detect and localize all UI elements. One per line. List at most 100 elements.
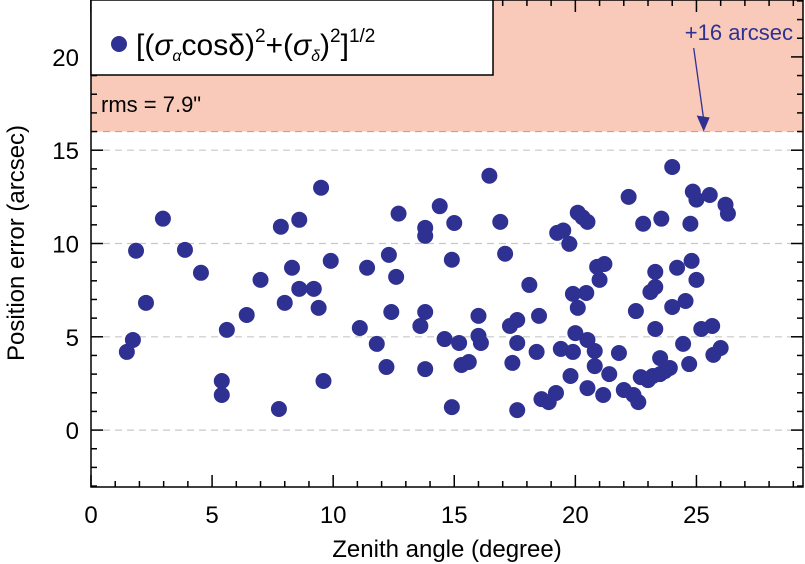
data-point [610, 345, 627, 362]
data-point [417, 227, 434, 244]
data-point [470, 307, 487, 324]
data-point [509, 334, 526, 351]
data-point [682, 215, 699, 232]
data-point [578, 284, 595, 301]
data-point [596, 256, 613, 273]
y-tick-label: 20 [52, 45, 79, 72]
data-point [176, 241, 193, 258]
data-point [315, 373, 332, 390]
data-point [712, 339, 729, 356]
data-point [531, 307, 548, 324]
data-point [601, 366, 618, 383]
y-tick-label: 5 [66, 325, 79, 352]
data-point [412, 317, 429, 334]
data-point [351, 320, 368, 337]
data-point [436, 331, 453, 348]
legend: [(σαcosδ)2+(σδ)2]1/2 [90, 0, 494, 76]
data-point [443, 251, 460, 268]
data-point [481, 167, 498, 184]
x-tick-label: 10 [320, 502, 347, 529]
data-point [688, 271, 705, 288]
data-point [417, 303, 434, 320]
data-point [664, 298, 681, 315]
data-point [677, 292, 694, 309]
data-point [552, 340, 569, 357]
x-tick-label: 20 [562, 502, 589, 529]
data-point [564, 343, 581, 360]
data-point [460, 353, 477, 370]
data-point [719, 205, 736, 222]
data-point [555, 222, 572, 239]
y-tick-label: 0 [66, 418, 79, 445]
data-point [647, 278, 664, 295]
threshold-arrow [693, 47, 705, 120]
data-point [509, 312, 526, 329]
data-point [446, 214, 463, 231]
x-tick-label: 0 [84, 502, 97, 529]
data-point [579, 380, 596, 397]
data-point [284, 259, 301, 276]
data-point [383, 303, 400, 320]
data-point [272, 218, 289, 235]
data-point [701, 186, 718, 203]
data-point [380, 246, 397, 263]
data-point [213, 373, 230, 390]
data-point [664, 158, 681, 175]
y-axis-label: Position error (arcsec) [3, 125, 30, 361]
data-point [586, 342, 603, 359]
data-point [688, 191, 705, 208]
data-point [291, 211, 308, 228]
data-point [192, 264, 209, 281]
data-point [451, 334, 468, 351]
data-point [124, 331, 141, 348]
data-point [213, 387, 230, 404]
data-point [322, 252, 339, 269]
data-point [128, 242, 145, 259]
data-point [137, 294, 154, 311]
data-points [118, 158, 736, 419]
data-point [562, 367, 579, 384]
data-point [567, 325, 584, 342]
data-point [443, 399, 460, 416]
data-point [681, 356, 698, 373]
y-tick-label: 15 [52, 138, 79, 165]
data-point [388, 268, 405, 285]
data-point [547, 384, 564, 401]
data-point [652, 350, 669, 367]
data-point [627, 303, 644, 320]
data-point [378, 359, 395, 376]
data-point [591, 271, 608, 288]
data-point [683, 252, 700, 269]
rms-annotation: rms = 7.9" [101, 92, 201, 117]
data-point [417, 361, 434, 378]
data-point [472, 334, 489, 351]
y-tick-label: 10 [52, 232, 79, 259]
data-point [368, 335, 385, 352]
data-point [270, 401, 287, 418]
data-point [154, 210, 171, 227]
data-point [238, 306, 255, 323]
data-point [669, 259, 686, 276]
legend-box [90, 0, 494, 76]
data-point [492, 213, 509, 230]
data-point [218, 321, 235, 338]
data-point [647, 263, 664, 280]
data-point [528, 343, 545, 360]
legend-marker [111, 36, 127, 52]
data-point [620, 188, 637, 205]
axis-ticks: 0 5 10 15 20 25 0 5 10 15 20 [52, 0, 803, 529]
data-point [305, 280, 322, 297]
data-point [704, 317, 721, 334]
data-point [509, 402, 526, 419]
data-point [276, 294, 293, 311]
data-point [635, 215, 652, 232]
threshold-annotation: +16 arcsec [685, 20, 793, 45]
data-point [504, 354, 521, 371]
data-point [390, 205, 407, 222]
data-point [561, 235, 578, 252]
x-tick-label: 15 [441, 502, 468, 529]
data-point [497, 245, 514, 262]
data-point [569, 299, 586, 316]
data-point [595, 387, 612, 404]
